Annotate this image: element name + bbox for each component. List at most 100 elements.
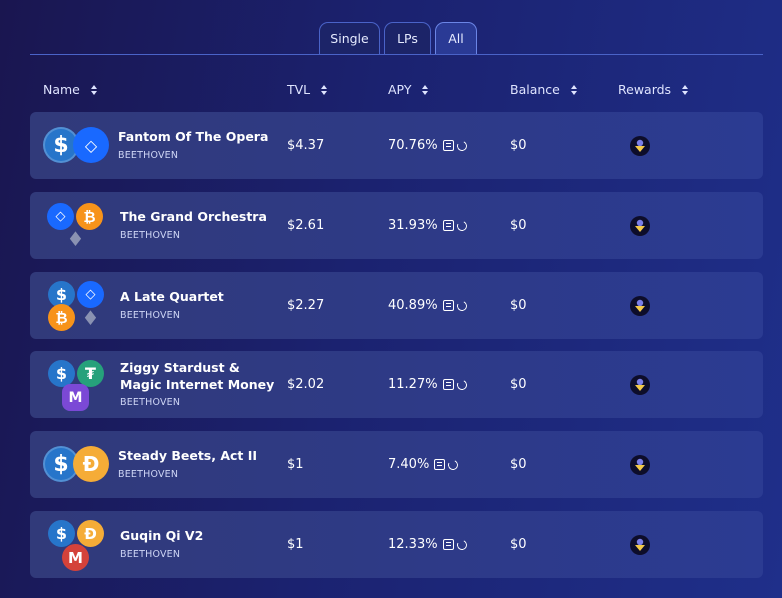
- refresh-icon[interactable]: [455, 538, 468, 551]
- table-row[interactable]: $ ◇ Fantom Of The Opera BEETHOVEN $4.37 …: [30, 112, 763, 179]
- refresh-icon[interactable]: [455, 378, 468, 391]
- calculator-icon[interactable]: [442, 539, 454, 550]
- fantom-icon: ◇: [77, 281, 104, 308]
- tabs-divider: [30, 54, 763, 55]
- pool-balance: $0: [510, 537, 527, 552]
- ethereum-icon: ♦: [81, 305, 100, 330]
- pool-apy: 11.27%: [388, 377, 438, 392]
- sort-icon: [321, 84, 328, 95]
- beets-icon: [630, 296, 650, 316]
- beets-icon: [630, 216, 650, 236]
- tab-all[interactable]: All: [435, 22, 477, 54]
- tether-icon: ₮: [77, 360, 104, 387]
- column-rewards-label: Rewards: [618, 82, 672, 97]
- pool-name-line1: Ziggy Stardust &: [120, 360, 240, 375]
- token-icons: $ Đ M: [40, 511, 110, 578]
- pool-apy-cell: 11.27%: [388, 351, 468, 418]
- pool-balance: $0: [510, 218, 527, 233]
- pool-balance: $0: [510, 377, 527, 392]
- pool-apy-cell: 40.89%: [388, 272, 468, 339]
- pool-apy-cell: 31.93%: [388, 192, 468, 259]
- pool-tvl: $4.37: [287, 138, 325, 153]
- column-tvl-label: TVL: [287, 82, 311, 97]
- beets-icon: [630, 455, 650, 475]
- usdc-icon: $: [48, 520, 75, 547]
- pool-filter-tabs: Single LPs All: [319, 22, 477, 54]
- pool-platform: BEETHOVEN: [120, 310, 181, 321]
- magic-internet-money-icon: M: [62, 384, 89, 411]
- pool-name: The Grand Orchestra: [120, 209, 267, 224]
- sort-icon: [422, 84, 429, 95]
- pool-name: Steady Beets, Act II: [118, 448, 258, 463]
- pool-tvl: $2.02: [287, 377, 325, 392]
- pool-apy: 31.93%: [388, 218, 438, 233]
- sort-name[interactable]: Name: [43, 82, 97, 97]
- beets-icon: [630, 375, 650, 395]
- pool-tvl: $1: [287, 457, 304, 472]
- token-icons: ◇ ₿ ♦: [40, 192, 110, 259]
- table-header: Name TVL APY Balance Rewards: [0, 82, 782, 98]
- pool-apy: 7.40%: [388, 457, 430, 472]
- sort-rewards[interactable]: Rewards: [618, 82, 689, 97]
- bitcoin-icon: ₿: [48, 304, 75, 331]
- calculator-icon[interactable]: [442, 140, 454, 151]
- pool-platform: BEETHOVEN: [120, 230, 181, 241]
- pool-apy-cell: 12.33%: [388, 511, 468, 578]
- calculator-icon[interactable]: [442, 300, 454, 311]
- sort-icon: [570, 84, 577, 95]
- table-row[interactable]: $ ₮ M Ziggy Stardust & Magic Internet Mo…: [30, 351, 763, 418]
- table-row[interactable]: $ Đ Steady Beets, Act II BEETHOVEN $1 7.…: [30, 431, 763, 498]
- refresh-icon[interactable]: [455, 139, 468, 152]
- dai-icon: Đ: [77, 520, 104, 547]
- bitcoin-icon: ₿: [76, 203, 103, 230]
- pool-balance: $0: [510, 138, 527, 153]
- pool-apy: 70.76%: [388, 138, 438, 153]
- pool-platform: BEETHOVEN: [118, 150, 179, 161]
- beets-icon: [630, 535, 650, 555]
- pool-tvl: $1: [287, 537, 304, 552]
- sort-tvl[interactable]: TVL: [287, 82, 328, 97]
- pool-platform: BEETHOVEN: [120, 549, 181, 560]
- token-icons: $ ₮ M: [40, 351, 110, 418]
- pool-balance: $0: [510, 298, 527, 313]
- sort-apy[interactable]: APY: [388, 82, 429, 97]
- sort-icon: [682, 84, 689, 95]
- dai-icon: Đ: [73, 446, 109, 482]
- pool-name-line2: Magic Internet Money: [120, 377, 275, 392]
- pool-tvl: $2.27: [287, 298, 325, 313]
- table-row[interactable]: $ ◇ ₿ ♦ A Late Quartet BEETHOVEN $2.27 4…: [30, 272, 763, 339]
- usdc-icon: $: [48, 360, 75, 387]
- fantom-icon: ◇: [47, 203, 74, 230]
- pool-name: Fantom Of The Opera: [118, 129, 269, 144]
- pool-apy-cell: 70.76%: [388, 112, 468, 179]
- refresh-icon[interactable]: [446, 458, 460, 471]
- pool-name: Guqin Qi V2: [120, 528, 204, 543]
- calculator-icon[interactable]: [434, 459, 446, 470]
- tab-lps[interactable]: LPs: [384, 22, 431, 54]
- pool-balance: $0: [510, 457, 527, 472]
- pool-tvl: $2.61: [287, 218, 325, 233]
- table-row[interactable]: ◇ ₿ ♦ The Grand Orchestra BEETHOVEN $2.6…: [30, 192, 763, 259]
- pool-apy: 12.33%: [388, 537, 438, 552]
- sort-balance[interactable]: Balance: [510, 82, 577, 97]
- token-icons: $ ◇: [40, 112, 110, 179]
- tab-single[interactable]: Single: [319, 22, 380, 54]
- column-name-label: Name: [43, 82, 80, 97]
- pool-apy: 40.89%: [388, 298, 438, 313]
- refresh-icon[interactable]: [455, 299, 468, 312]
- pool-name: Ziggy Stardust & Magic Internet Money: [120, 359, 274, 393]
- token-icons: $ Đ: [40, 431, 110, 498]
- pool-apy-cell: 7.40%: [388, 431, 460, 498]
- refresh-icon[interactable]: [455, 219, 468, 232]
- column-balance-label: Balance: [510, 82, 560, 97]
- pool-name: A Late Quartet: [120, 289, 224, 304]
- mai-icon: M: [62, 544, 89, 571]
- column-apy-label: APY: [388, 82, 412, 97]
- pool-platform: BEETHOVEN: [120, 397, 181, 408]
- usdc-icon: $: [48, 281, 75, 308]
- table-row[interactable]: $ Đ M Guqin Qi V2 BEETHOVEN $1 12.33% $0: [30, 511, 763, 578]
- calculator-icon[interactable]: [442, 220, 454, 231]
- token-icons: $ ◇ ₿ ♦: [40, 272, 110, 339]
- calculator-icon[interactable]: [442, 379, 454, 390]
- ethereum-icon: ♦: [66, 226, 85, 251]
